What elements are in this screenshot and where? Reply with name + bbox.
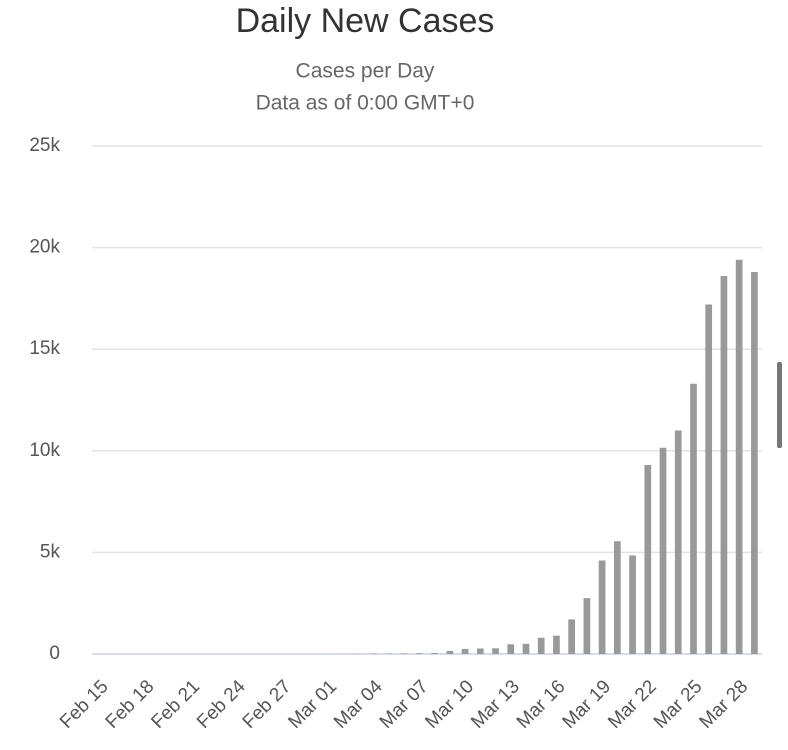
- x-tick-label: Feb 24: [193, 676, 250, 733]
- bar: [492, 648, 499, 654]
- bar: [537, 637, 545, 654]
- bar: [431, 652, 438, 654]
- bar: [583, 598, 591, 654]
- bar: [507, 644, 515, 654]
- x-tick-label: Mar 07: [376, 676, 433, 733]
- bar: [735, 259, 743, 654]
- x-tick-label: Feb 15: [56, 676, 113, 733]
- y-tick-label: 20k: [29, 237, 60, 258]
- bar: [416, 653, 423, 654]
- x-tick-label: Mar 10: [421, 676, 478, 733]
- chart-subtitle: Data as of 0:00 GMT+0: [256, 92, 475, 115]
- bar: [690, 383, 697, 654]
- bar: [400, 653, 408, 654]
- bar: [522, 643, 530, 654]
- bar: [446, 650, 454, 654]
- x-tick-label: Mar 01: [284, 676, 341, 733]
- y-tick-label: 5k: [40, 541, 61, 562]
- y-tick-label: 10k: [29, 440, 60, 461]
- y-tick-label: 25k: [29, 135, 60, 156]
- bar: [461, 648, 469, 654]
- bar: [751, 271, 758, 654]
- chart-title: Daily New Cases: [236, 2, 495, 40]
- bar: [705, 304, 713, 654]
- y-tick-label: 15k: [29, 338, 60, 359]
- bar: [476, 648, 484, 654]
- y-tick-label: 0: [49, 643, 60, 664]
- x-tick-label: Mar 25: [650, 676, 707, 733]
- x-tick-label: Mar 04: [330, 676, 387, 733]
- x-tick-label: Feb 27: [239, 676, 296, 733]
- bar: [629, 555, 636, 654]
- x-tick-label: Mar 13: [467, 676, 524, 733]
- x-tick-label: Mar 19: [559, 676, 616, 733]
- scrollbar: [777, 362, 782, 448]
- bar: [598, 560, 606, 654]
- bar: [674, 430, 682, 654]
- bar: [613, 541, 621, 654]
- bar: [644, 465, 652, 654]
- bar: [659, 447, 667, 654]
- bar: [720, 276, 728, 654]
- bar: [553, 635, 560, 654]
- chart-subtitle: Cases per Day: [296, 60, 435, 83]
- bar: [568, 619, 576, 654]
- x-tick-label: Mar 28: [696, 676, 753, 733]
- x-tick-label: Feb 21: [147, 676, 204, 733]
- x-tick-label: Mar 22: [604, 676, 661, 733]
- x-tick-label: Mar 16: [513, 676, 570, 733]
- x-tick-label: Feb 18: [102, 676, 159, 733]
